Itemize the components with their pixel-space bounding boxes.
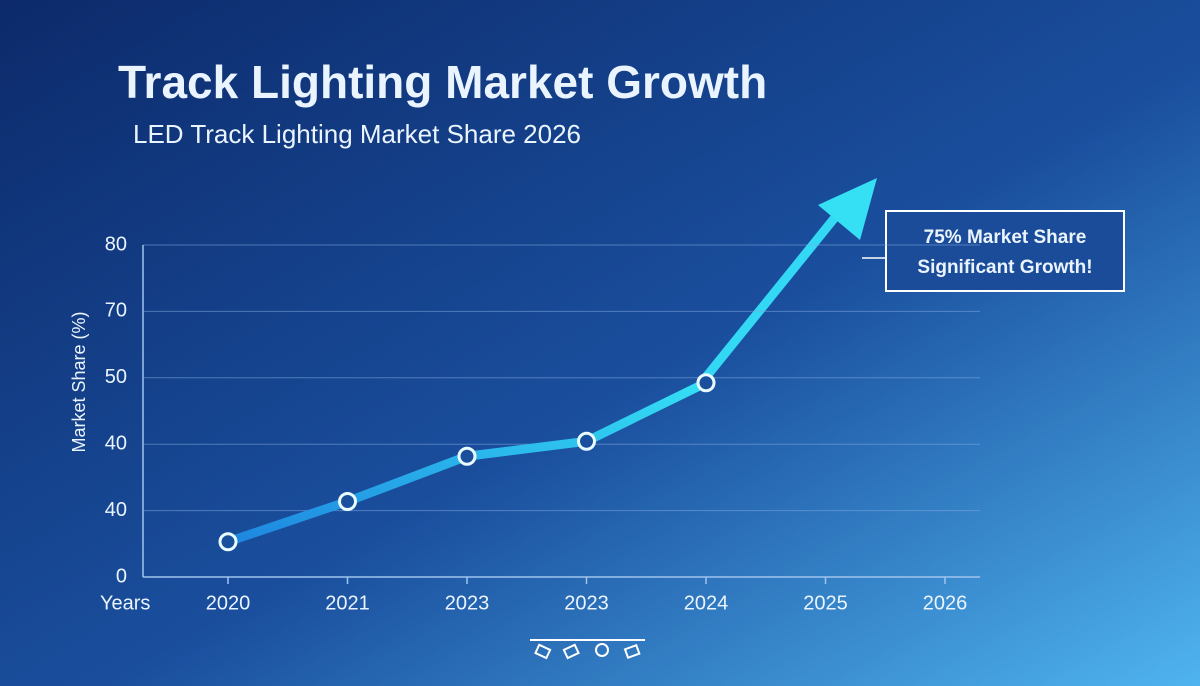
y-tick-label: 40 (105, 432, 127, 454)
x-axis-label: Years (100, 592, 150, 614)
track-icons (530, 639, 645, 660)
x-tick-label: 2021 (325, 592, 370, 614)
y-axis-label: Market Share (%) (69, 311, 89, 452)
x-tick-label: 2023 (564, 592, 609, 614)
point (577, 431, 596, 451)
x-tick-label: 2026 (923, 592, 968, 614)
x-tick-label: 2023 (445, 592, 490, 614)
x-tick-label: 2020 (206, 592, 251, 614)
x-tick-label: 2024 (684, 592, 729, 614)
arrow-head (818, 178, 877, 240)
annotation: 75% Market Share (924, 227, 1087, 248)
y-tick-label: 70 (105, 300, 127, 322)
x-tick-label: 2025 (803, 592, 848, 614)
y-tick-label: 50 (105, 366, 127, 388)
point (696, 373, 716, 393)
chart-subtitle: LED Track Lighting Market Share 2026 (133, 119, 581, 149)
trend-arrow (697, 200, 850, 387)
point (457, 446, 477, 466)
y-tick-label: 0 (116, 565, 127, 587)
chart-title: Track Lighting Market Growth (118, 56, 767, 108)
y-tick-label: 80 (105, 233, 127, 255)
annotation-box (885, 210, 1125, 292)
point (338, 491, 357, 511)
annotation: Significant Growth! (917, 257, 1092, 278)
point (218, 532, 238, 552)
y-tick-label: 40 (105, 499, 127, 521)
